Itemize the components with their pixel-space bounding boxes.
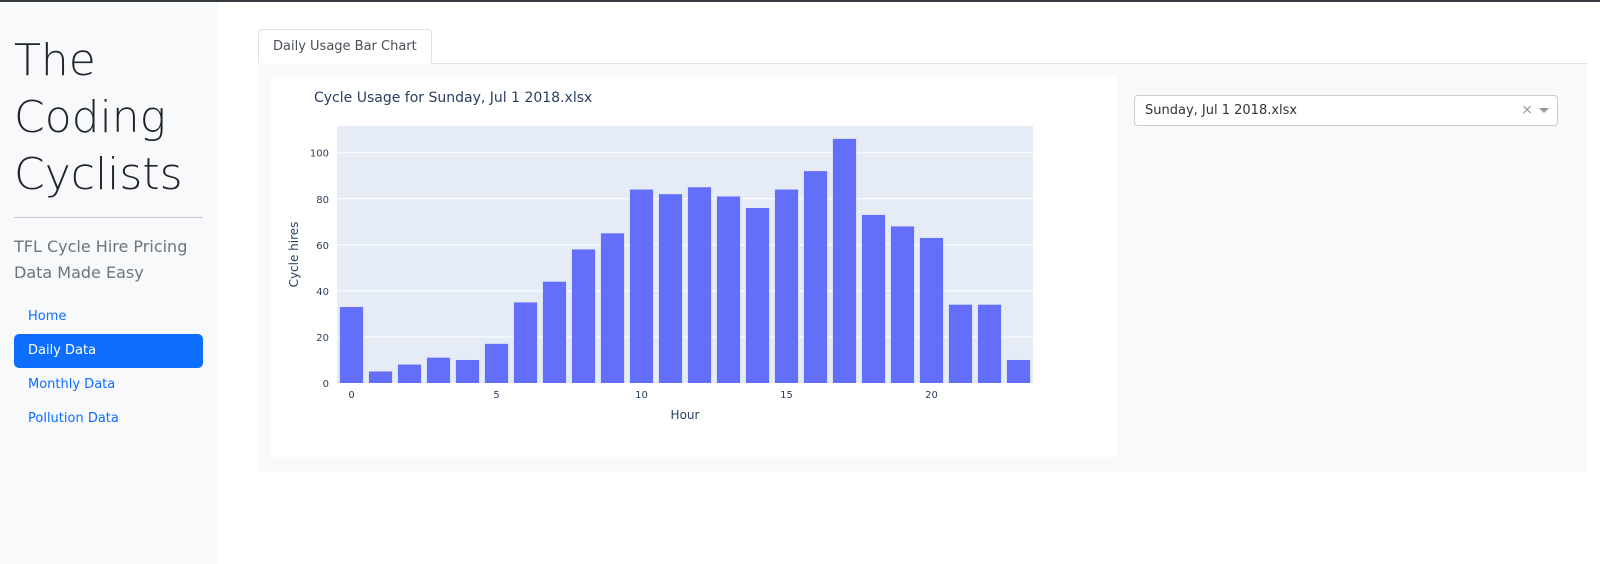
brand-line: The [14,35,96,86]
brand-line: Coding [14,92,167,143]
y-tick-label: 100 [310,149,329,160]
bar[interactable] [919,237,944,383]
x-tick-labels: 0 5 10 15 20 [348,390,938,401]
bar[interactable] [803,171,828,383]
bar[interactable] [687,187,712,383]
plot-area [337,126,1033,383]
bar[interactable] [513,302,538,383]
bar[interactable] [658,194,683,383]
bar[interactable] [571,249,596,383]
bar[interactable] [1006,359,1031,383]
lead-line: Data Made Easy [14,263,144,282]
bars [339,138,1031,383]
x-tick-label: 5 [493,390,499,401]
chevron-down-icon[interactable] [1539,108,1549,113]
sidebar-nav: Home Daily Data Monthly Data Pollution D… [14,300,203,436]
tab-panel: Cycle Usage for Sunday, Jul 1 2018.xlsx … [258,64,1587,472]
brand-title: The Coding Cyclists [14,32,203,203]
graph-card: Cycle Usage for Sunday, Jul 1 2018.xlsx … [271,77,1117,457]
y-tick-label: 60 [316,241,329,252]
bar[interactable] [339,307,364,383]
bar[interactable] [368,371,393,383]
file-dropdown[interactable]: Sunday, Jul 1 2018.xlsx × [1134,95,1558,126]
x-tick-label: 0 [348,390,354,401]
nav-item-home[interactable]: Home [28,309,67,324]
x-axis-title: Hour [671,408,700,422]
nav-item-monthly-data[interactable]: Monthly Data [28,377,116,392]
y-tick-label: 40 [316,287,329,298]
bar[interactable] [542,281,567,383]
top-rule [0,0,1600,2]
x-tick-label: 15 [780,390,793,401]
bar[interactable] [426,357,451,383]
bar[interactable] [716,196,741,383]
sidebar-divider [14,217,203,218]
bar[interactable] [832,138,857,383]
bar[interactable] [861,214,886,383]
sidebar: The Coding Cyclists TFL Cycle Hire Prici… [0,2,217,564]
bar[interactable] [890,226,915,383]
dropdown-selected-value: Sunday, Jul 1 2018.xlsx [1145,103,1298,118]
gridlines [337,152,1033,338]
bar[interactable] [484,343,509,383]
nav-item-daily-data[interactable]: Daily Data [14,334,203,368]
y-tick-label: 20 [316,333,329,344]
y-axis-title: Cycle hires [287,222,301,288]
y-tick-label: 80 [316,195,329,206]
tab-bar: Daily Usage Bar Chart [258,29,1587,64]
tab-daily-usage-bar-chart[interactable]: Daily Usage Bar Chart [258,29,432,64]
bar[interactable] [629,189,654,383]
bar[interactable] [455,359,480,383]
sidebar-lead: TFL Cycle Hire Pricing Data Made Easy [14,234,203,286]
nav-item-pollution-data[interactable]: Pollution Data [28,411,119,426]
chart-title: Cycle Usage for Sunday, Jul 1 2018.xlsx [314,90,592,106]
bar[interactable] [397,364,422,383]
bar[interactable] [745,207,770,383]
y-tick-label: 0 [323,379,329,390]
x-tick-label: 10 [635,390,648,401]
y-tick-labels: 0 20 40 60 80 100 [310,149,329,390]
bar[interactable] [977,304,1002,383]
bar[interactable] [774,189,799,383]
bar-chart: Cycle Usage for Sunday, Jul 1 2018.xlsx … [287,90,1033,422]
lead-line: TFL Cycle Hire Pricing [14,237,188,256]
bar[interactable] [600,233,625,383]
bar[interactable] [948,304,973,383]
x-tick-label: 20 [925,390,938,401]
brand-line: Cyclists [14,149,183,200]
clear-icon[interactable]: × [1521,102,1533,118]
